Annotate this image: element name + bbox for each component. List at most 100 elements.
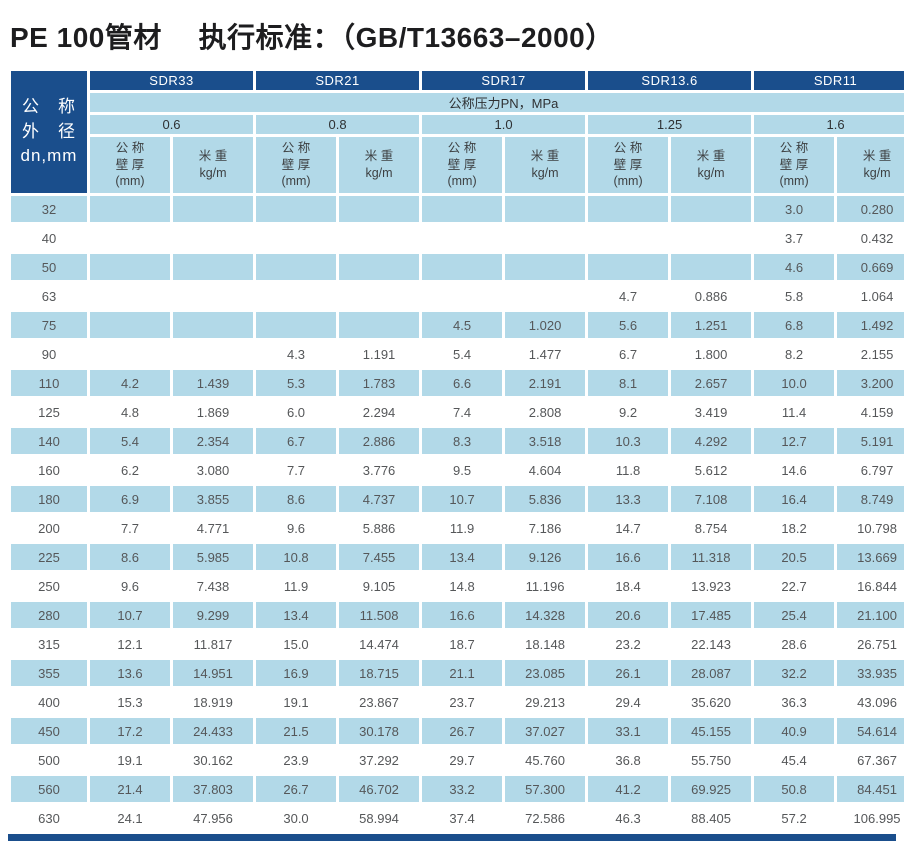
dn-cell: 50 [11, 254, 87, 280]
meter-weight-header: 米 重 kg/m [505, 137, 586, 193]
table-row: 400 15.3 18.919 19.1 23.867 23.7 29.213 29.4 35.… [11, 689, 904, 715]
table-cell [90, 341, 170, 367]
table-cell [90, 196, 170, 222]
meter-weight-header: 米 重 kg/m [339, 137, 420, 193]
table-cell: 14.7 [615, 520, 641, 536]
dn-cell: 630 [38, 810, 60, 826]
pressure-value-header: 0.6 [90, 115, 254, 134]
pipe-spec-table: 公 称 外 径 dn,mm SDR33 SDR21 SDR17 SDR13.6 SDR11… [8, 68, 904, 834]
table-cell: 19.1 [283, 694, 309, 710]
sdr-header: SDR13.6 [588, 71, 752, 90]
table-cell [339, 312, 420, 338]
table-cell: 2.808 [528, 404, 562, 420]
table-row: 630 24.1 47.956 30.0 58.994 37.4 72.586 46.3 88.… [11, 805, 904, 831]
table-cell: 57.2 [781, 810, 807, 826]
table-row: 50 4.6 0.669 [11, 254, 904, 280]
table-cell: 67.367 [857, 752, 897, 768]
table-cell: 10.7 [422, 486, 503, 512]
table-cell: 6.2 [120, 462, 140, 478]
table-cell: 22.143 [691, 636, 731, 652]
sdr-header: SDR21 [256, 71, 420, 90]
table-cell: 7.438 [196, 578, 230, 594]
table-cell: 16.844 [857, 578, 897, 594]
table-cell: 19.1 [117, 752, 143, 768]
table-row: 63 4.7 0.886 5.8 1.064 [11, 283, 904, 309]
table-cell: 1.251 [671, 312, 752, 338]
table-cell: 18.4 [615, 578, 641, 594]
table-cell: 6.797 [860, 462, 894, 478]
sdr-header: SDR33 [90, 71, 254, 90]
table-row: 560 21.4 37.803 26.7 46.702 33.2 57.300 41.2 69.… [11, 776, 904, 802]
table-row: 450 17.2 24.433 21.5 30.178 26.7 37.027 33.1 45.… [11, 718, 904, 744]
table-cell: 41.2 [588, 776, 669, 802]
table-cell: 18.148 [525, 636, 565, 652]
table-cell: 13.3 [588, 486, 669, 512]
table-cell: 5.4 [452, 346, 472, 362]
table-cell: 20.6 [588, 602, 669, 628]
wall-thickness-header: 公 称 壁 厚 (mm) [422, 137, 503, 193]
table-cell: 6.7 [256, 428, 337, 454]
table-cell: 8.754 [694, 520, 728, 536]
table-cell: 4.771 [196, 520, 230, 536]
table-cell: 9.2 [619, 404, 638, 420]
table-cell: 24.1 [117, 810, 143, 826]
table-cell: 3.200 [837, 370, 904, 396]
dn-cell: 125 [38, 404, 60, 420]
dn-cell: 140 [11, 428, 87, 454]
table-cell: 18.2 [781, 520, 807, 536]
table-cell: 45.4 [781, 752, 807, 768]
sdr-header: SDR17 [422, 71, 586, 90]
table-cell [588, 254, 669, 280]
dn-cell: 400 [38, 694, 60, 710]
meter-weight-header: 米 重 kg/m [671, 137, 752, 193]
table-cell: 0.280 [837, 196, 904, 222]
table-cell [422, 225, 502, 251]
table-cell: 2.354 [173, 428, 254, 454]
table-cell: 57.300 [505, 776, 586, 802]
table-cell: 8.6 [256, 486, 337, 512]
table-cell [671, 196, 752, 222]
table-cell: 10.798 [857, 520, 897, 536]
table-cell: 9.6 [120, 578, 140, 594]
table-cell: 45.155 [671, 718, 752, 744]
table-cell: 23.867 [359, 694, 399, 710]
table-cell: 6.7 [619, 346, 638, 362]
table-row: 225 8.6 5.985 10.8 7.455 13.4 9.126 16.6 11.318 2… [11, 544, 904, 570]
table-cell: 18.7 [449, 636, 475, 652]
table-cell: 8.2 [785, 346, 804, 362]
table-row: 355 13.6 14.951 16.9 18.715 21.1 23.085 26.1 28.… [11, 660, 904, 686]
table-row: 140 5.4 2.354 6.7 2.886 8.3 3.518 10.3 4.292 12.7… [11, 428, 904, 454]
pressure-value-header: 1.25 [588, 115, 752, 134]
table-cell: 3.518 [505, 428, 586, 454]
table-cell: 9.299 [173, 602, 254, 628]
table-cell: 16.4 [754, 486, 835, 512]
table-cell: 21.100 [837, 602, 904, 628]
table-cell: 25.4 [754, 602, 835, 628]
table-cell [671, 225, 751, 251]
table-cell: 106.995 [853, 810, 901, 826]
table-cell: 35.620 [691, 694, 731, 710]
table-row: 75 4.5 1.020 5.6 1.251 6.8 1.492 [11, 312, 904, 338]
table-cell: 1.783 [339, 370, 420, 396]
table-cell: 0.432 [860, 230, 894, 246]
table-cell: 11.9 [283, 578, 309, 594]
table-cell: 16.9 [256, 660, 337, 686]
table-cell: 21.4 [90, 776, 170, 802]
table-cell: 13.4 [422, 544, 503, 570]
dn-cell: 40 [41, 230, 57, 246]
pressure-value-header: 1.0 [422, 115, 586, 134]
table-cell: 1.869 [196, 404, 230, 420]
table-cell [173, 312, 254, 338]
table-cell: 15.3 [117, 694, 143, 710]
table-cell: 10.3 [588, 428, 669, 454]
table-cell: 14.951 [173, 660, 254, 686]
table-cell: 33.935 [837, 660, 904, 686]
table-cell: 26.7 [256, 776, 337, 802]
wall-thickness-header: 公 称 壁 厚 (mm) [588, 137, 669, 193]
table-cell: 58.994 [359, 810, 399, 826]
table-cell: 45.760 [525, 752, 565, 768]
table-cell: 5.3 [256, 370, 337, 396]
table-cell: 4.159 [860, 404, 894, 420]
table-cell: 21.5 [256, 718, 337, 744]
